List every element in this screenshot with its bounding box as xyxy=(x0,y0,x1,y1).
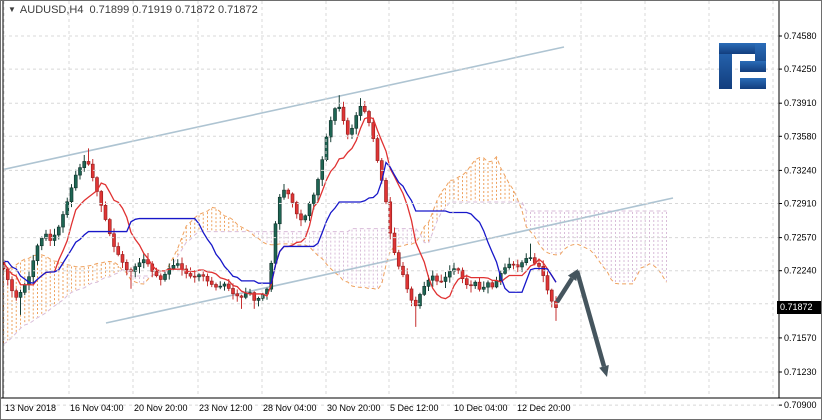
ohlc-quotes: 0.71899 0.71919 0.71872 0.71872 xyxy=(89,4,258,16)
price-axis-label: 0.72570 xyxy=(784,233,817,243)
time-axis-label: 12 Dec 20:00 xyxy=(517,403,571,413)
time-axis-label: 30 Nov 20:00 xyxy=(327,403,381,413)
symbol-period-label: AUDUSD,H4 xyxy=(19,4,84,16)
time-axis-label: 5 Dec 12:00 xyxy=(390,403,439,413)
ichimoku-cloud xyxy=(3,157,667,344)
price-axis-label: 0.71570 xyxy=(784,333,817,343)
roboforex-r-logo xyxy=(719,43,766,89)
time-axis-label: 16 Nov 04:00 xyxy=(70,403,124,413)
price-axis: 0.74580 0.74250 0.73910 0.73580 0.73240 0.729… xyxy=(779,31,817,410)
time-axis-label: 13 Nov 2018 xyxy=(5,403,56,413)
price-axis-label: 0.72240 xyxy=(784,266,817,276)
time-axis-label: 20 Nov 20:00 xyxy=(134,403,188,413)
price-axis-label: 0.73910 xyxy=(784,98,817,108)
price-axis-label: 0.74250 xyxy=(784,64,817,74)
down-arrow-annotation[interactable] xyxy=(555,269,609,377)
time-axis-label: 23 Nov 12:00 xyxy=(199,403,253,413)
time-axis-label: 28 Nov 04:00 xyxy=(263,403,317,413)
time-axis: 13 Nov 2018 16 Nov 04:00 20 Nov 20:00 23 No… xyxy=(5,403,571,413)
senkou-span-a-line xyxy=(3,155,667,291)
price-axis-label: 0.70900 xyxy=(784,400,817,410)
trend-channel-line-1[interactable] xyxy=(1,46,565,171)
symbol-marker-icon: ▼ xyxy=(8,5,16,14)
price-axis-label: 0.71230 xyxy=(784,367,817,377)
current-price-tag: 0.71872 xyxy=(777,301,821,315)
time-axis-label: 10 Dec 04:00 xyxy=(454,403,508,413)
candles xyxy=(3,95,558,327)
chart-title: ▼ AUDUSD,H4 0.71899 0.71919 0.71872 0.7187… xyxy=(8,4,258,16)
kijun-sen-line xyxy=(3,161,557,293)
price-axis-label: 0.73580 xyxy=(784,131,817,141)
gridlines xyxy=(3,1,779,406)
price-axis-label: 0.72910 xyxy=(784,199,817,209)
price-axis-label: 0.74580 xyxy=(784,31,817,41)
senkou-span-b-line xyxy=(3,201,667,345)
price-axis-label: 0.73240 xyxy=(784,165,817,175)
